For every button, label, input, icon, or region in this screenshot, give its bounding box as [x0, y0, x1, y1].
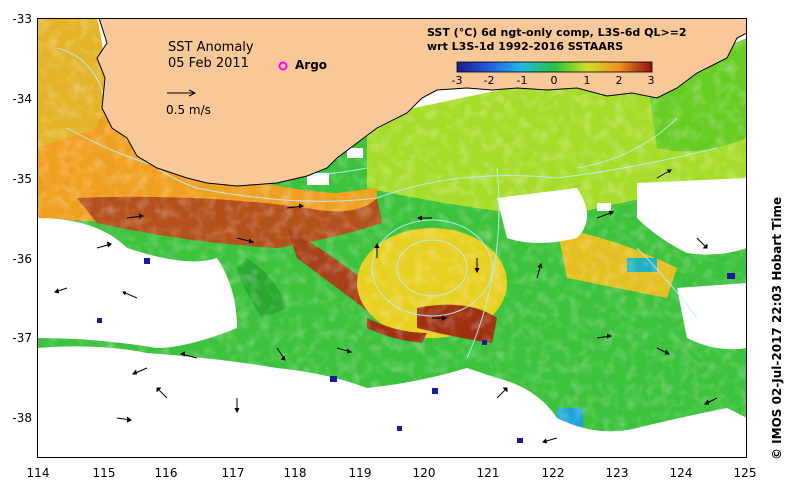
colorbar-tick: 3: [647, 74, 655, 87]
map-frame: [37, 18, 747, 458]
x-tick-label: 120: [412, 466, 436, 480]
colorbar-tick: -3: [451, 74, 463, 87]
x-tick-label: 124: [669, 466, 693, 480]
x-tick-label: 116: [154, 466, 178, 480]
scale-label: 0.5 m/s: [166, 103, 211, 117]
no-data-regions: [37, 148, 747, 458]
x-tick-label: 118: [283, 466, 307, 480]
y-tick-label: -34: [12, 92, 32, 106]
colorbar-tick: -1: [516, 74, 528, 87]
sst-anomaly-map: [37, 18, 747, 458]
colorbar-tick: 0: [550, 74, 558, 87]
colorbar-subtitle: wrt L3S-1d 1992-2016 SSTAARS: [427, 40, 624, 53]
x-tick-label: 122: [541, 466, 565, 480]
land-mass: [96, 18, 747, 187]
y-tick-label: -36: [12, 252, 32, 266]
y-tick-label: -37: [12, 331, 32, 345]
credit-text: © IMOS 02-Jul-2017 22:03 Hobart Time: [770, 196, 784, 460]
noise-pixels: [97, 258, 735, 443]
x-tick-label: 121: [476, 466, 500, 480]
map-date: 05 Feb 2011: [168, 56, 249, 71]
colorbar-title: SST (°C) 6d ngt-only comp, L3S-6d QL>=2: [427, 26, 687, 39]
argo-label: Argo: [295, 58, 328, 72]
argo-float-marker: [278, 61, 288, 71]
reference-vector-arrow: [167, 89, 197, 97]
y-tick-label: -35: [12, 172, 32, 186]
x-tick-label: 125: [733, 466, 757, 480]
x-tick-label: 123: [605, 466, 629, 480]
y-tick-label: -38: [12, 411, 32, 425]
colorbar-tick: -2: [483, 74, 495, 87]
current-vectors: [54, 169, 718, 444]
x-tick-label: 119: [348, 466, 372, 480]
map-title: SST Anomaly: [168, 40, 254, 55]
x-tick-label: 117: [221, 466, 245, 480]
colorbar: [456, 61, 653, 73]
colorbar-tick: 2: [615, 74, 623, 87]
colorbar-tick: 1: [583, 74, 591, 87]
y-tick-label: -33: [12, 12, 32, 26]
x-tick-label: 115: [92, 466, 116, 480]
x-tick-label: 114: [26, 466, 50, 480]
